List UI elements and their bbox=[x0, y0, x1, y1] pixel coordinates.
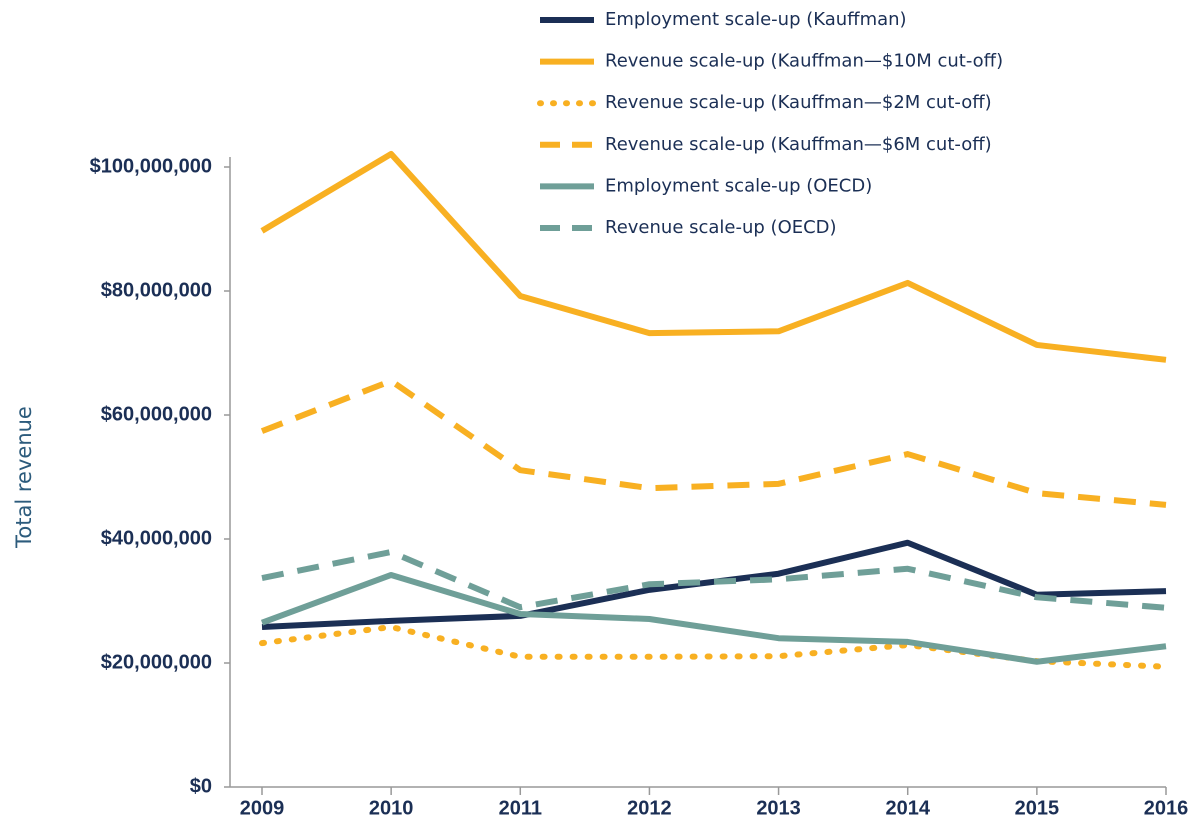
x-tick-label: 2014 bbox=[885, 797, 930, 819]
y-tick-label: $0 bbox=[190, 775, 212, 797]
line-series bbox=[260, 571, 1167, 665]
x-tick-label: 2009 bbox=[240, 797, 285, 819]
y-tick-label: $100,000,000 bbox=[90, 155, 212, 177]
legend-label: Revenue scale-up (OECD) bbox=[605, 217, 837, 238]
x-tick-label: 2010 bbox=[369, 797, 414, 819]
legend-label: Employment scale-up (OECD) bbox=[605, 175, 872, 196]
y-tick-label: $60,000,000 bbox=[101, 403, 212, 425]
y-tick-label: $80,000,000 bbox=[101, 279, 212, 301]
y-tick-label: $40,000,000 bbox=[101, 527, 212, 549]
x-tick-label: 2012 bbox=[627, 797, 672, 819]
line-series bbox=[261, 539, 1167, 631]
line-series bbox=[261, 549, 1167, 611]
x-tick-label: 2011 bbox=[499, 797, 542, 819]
legend-label: Revenue scale-up (Kauffman—$6M cut-off) bbox=[605, 134, 992, 155]
y-axis-title: Total revenue bbox=[12, 406, 36, 549]
x-tick-label: 2013 bbox=[756, 797, 801, 819]
x-tick-label: 2015 bbox=[1015, 797, 1060, 819]
y-tick-label: $20,000,000 bbox=[101, 651, 212, 673]
legend-label: Employment scale-up (Kauffman) bbox=[605, 9, 907, 30]
line-series bbox=[260, 150, 1167, 363]
x-tick-label: 2016 bbox=[1144, 797, 1189, 819]
legend-label: Revenue scale-up (Kauffman—$2M cut-off) bbox=[605, 92, 992, 113]
line-series bbox=[260, 377, 1167, 508]
line-series bbox=[259, 624, 1169, 670]
legend-label: Revenue scale-up (Kauffman—$10M cut-off) bbox=[605, 51, 1003, 72]
